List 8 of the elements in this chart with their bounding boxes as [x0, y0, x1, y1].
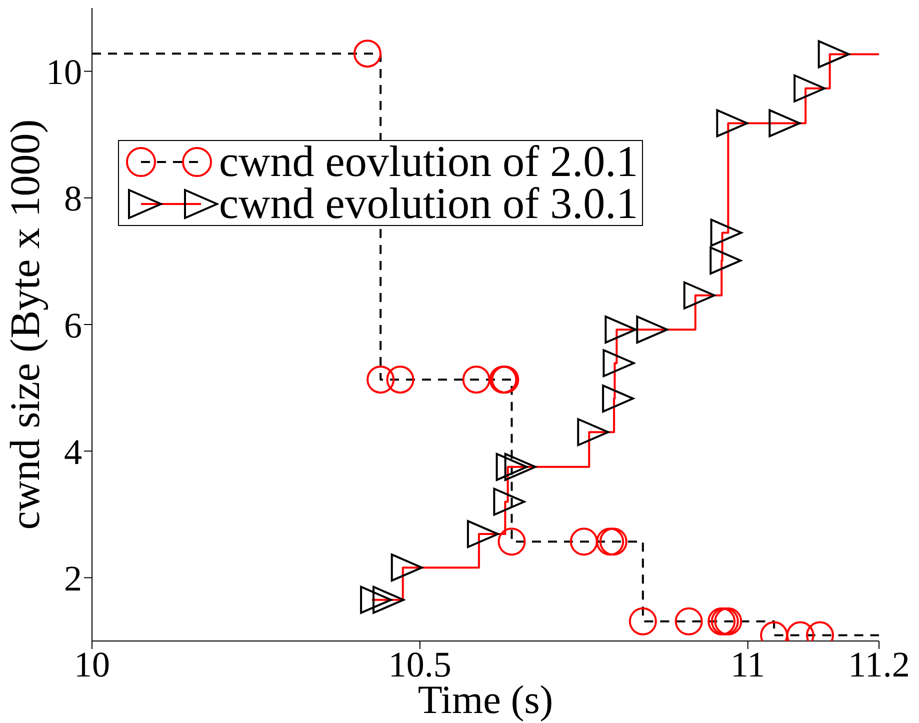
y-axis-title: cwnd size (Byte x 1000)	[3, 119, 49, 530]
y-tick-label: 4	[64, 432, 82, 472]
y-tick-label: 10	[46, 52, 82, 92]
x-tick-label: 11.2	[848, 644, 910, 685]
y-tick-label: 2	[64, 558, 82, 598]
x-tick-label: 11	[730, 644, 766, 685]
y-tick-label: 8	[64, 178, 82, 219]
y-tick-label: 6	[64, 305, 82, 346]
